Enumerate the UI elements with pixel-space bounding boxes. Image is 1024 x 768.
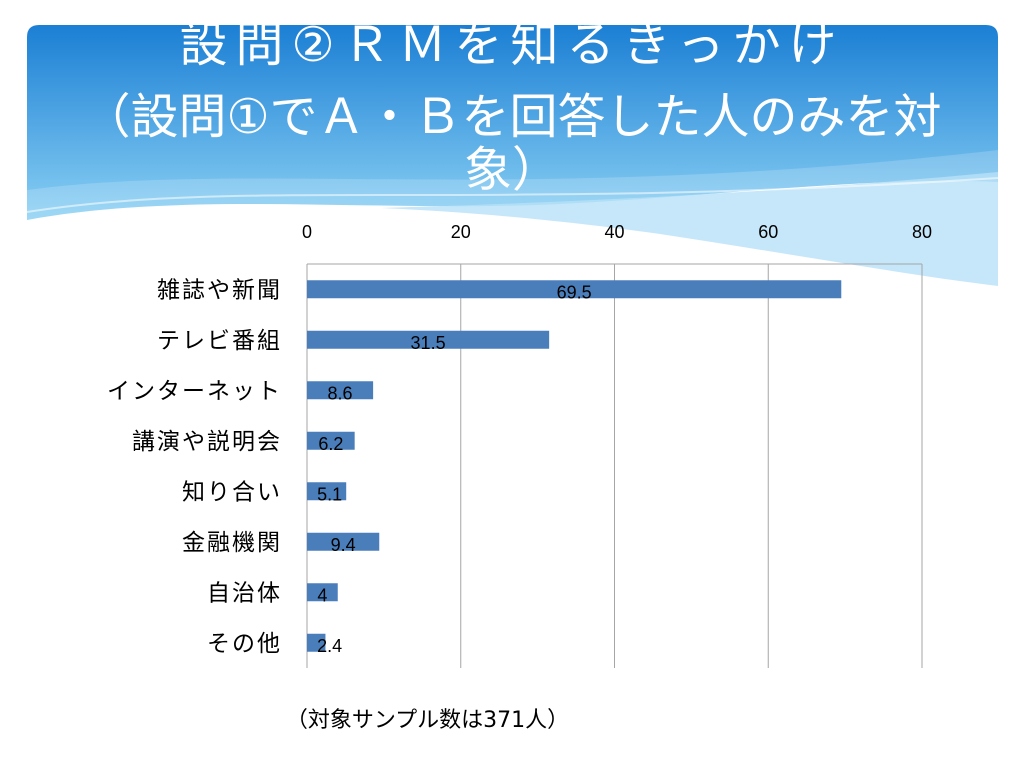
header-background — [26, 25, 999, 286]
category-label: テレビ番組 — [157, 328, 282, 354]
bar — [307, 633, 326, 652]
x-tick-label: 40 — [604, 222, 624, 242]
slide-subtitle-line-1: （設問①でＡ・Ｂを回答した人のみを対 — [82, 89, 942, 145]
bar — [307, 330, 550, 349]
bar — [307, 583, 338, 602]
data-label: 5.1 — [317, 484, 342, 504]
sample-size-footnote: （対象サンプル数は371人） — [285, 708, 570, 733]
slide-title: 設問②ＲＭを知るきっかけ — [179, 17, 845, 73]
data-label: 9.4 — [331, 535, 356, 555]
data-label: 4 — [317, 585, 327, 605]
bar — [307, 431, 355, 450]
header-highlight-wave — [26, 177, 999, 213]
category-label: インターネット — [107, 378, 282, 404]
data-label: 6.2 — [318, 434, 343, 454]
data-label: 69.5 — [557, 282, 592, 302]
data-label: 8.6 — [328, 383, 353, 403]
category-label: 雑誌や新聞 — [157, 277, 282, 303]
header-light-wave — [380, 172, 998, 286]
x-tick-label: 0 — [302, 222, 312, 242]
x-axis-tick-labels: 0 20 40 60 80 — [302, 222, 932, 242]
x-tick-label: 80 — [912, 222, 932, 242]
category-label: 知り合い — [182, 479, 282, 505]
category-label: その他 — [207, 631, 282, 657]
bars — [307, 280, 842, 652]
data-label: 31.5 — [411, 333, 446, 353]
gridlines — [306, 263, 923, 668]
header-panel — [27, 25, 998, 220]
header-inner-wave — [27, 150, 998, 220]
bar — [307, 482, 347, 501]
slide-subtitle-line-2: 象） — [463, 142, 560, 198]
bar-chart: 0 20 40 60 80 雑誌や新聞テレビ番組インターネット講演や説明会知り合い金融機関… — [107, 222, 932, 668]
data-labels: 69.5 31.5 8.6 6.2 5.1 9.4 4 2.4 — [317, 282, 591, 656]
x-tick-label: 20 — [451, 222, 471, 242]
category-label: 講演や説明会 — [132, 429, 282, 455]
category-label: 金融機関 — [182, 530, 282, 556]
data-label: 2.4 — [317, 636, 342, 656]
category-label: 自治体 — [207, 580, 282, 606]
bar — [307, 381, 374, 400]
bar — [307, 532, 380, 551]
bar — [307, 280, 842, 299]
x-tick-label: 60 — [758, 222, 778, 242]
